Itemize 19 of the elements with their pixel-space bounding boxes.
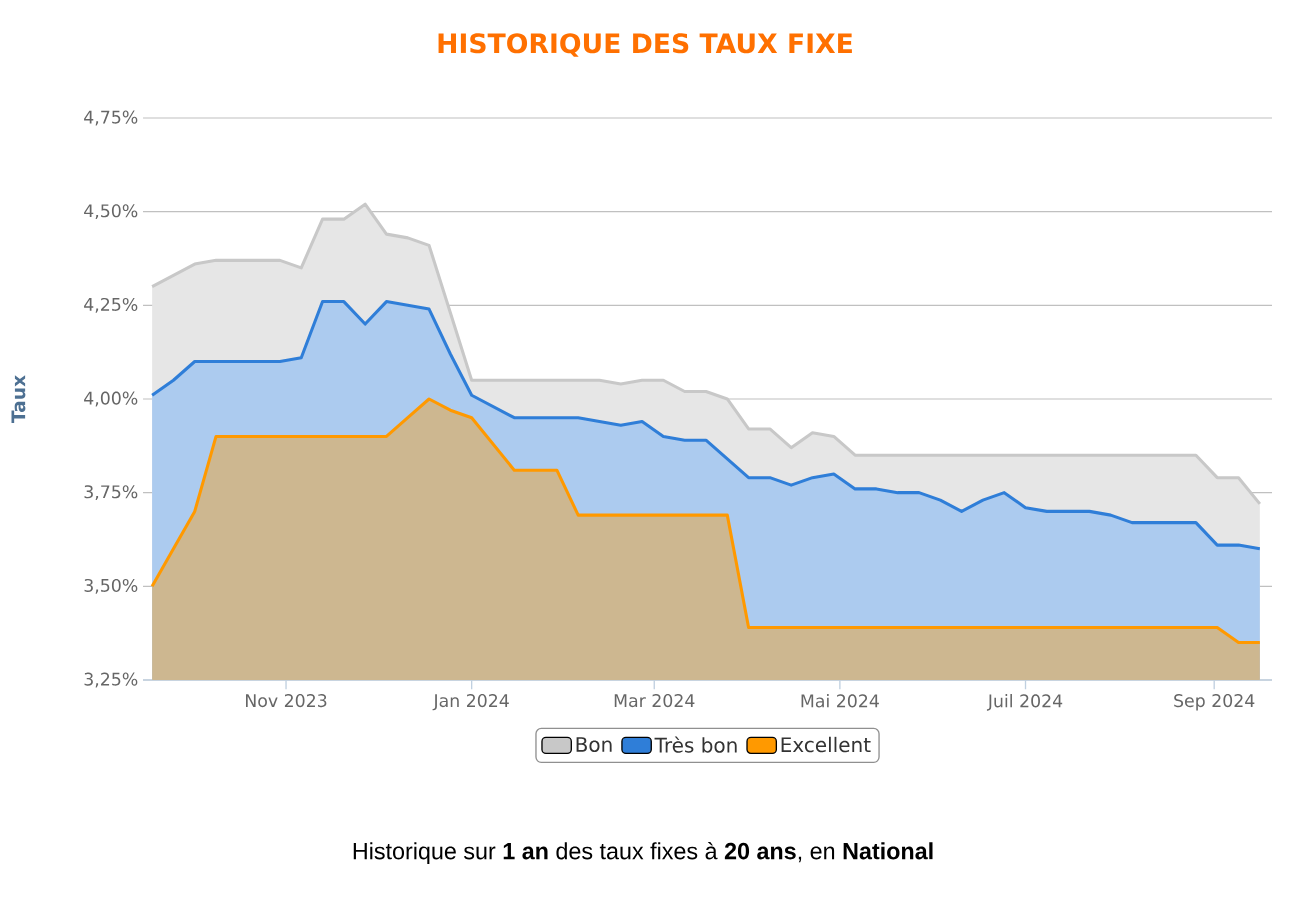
legend-label: Très bon (654, 736, 737, 753)
y-tick-label: 3,75% (84, 485, 138, 501)
x-tick-label: Sep 2024 (1174, 694, 1255, 711)
y-tick-label: 3,25% (84, 672, 138, 688)
text: Historique sur 1 an des taux fixes à 20 ans, en National (353, 841, 933, 865)
chart-title: HISTORIQUE DES TAUX FIXE (438, 33, 852, 57)
y-tick-label: 4,75% (84, 110, 138, 126)
legend-label: Bon (576, 737, 612, 753)
x-tick-label: Jan 2024 (432, 694, 509, 711)
y-tick-label: 4,00% (84, 391, 138, 407)
y-tick-label: 4,25% (84, 297, 138, 313)
x-tick-label: Juil 2024 (986, 694, 1063, 711)
x-tick-label: Mai 2024 (801, 694, 879, 708)
x-tick-label: Nov 2023 (246, 694, 327, 708)
y-tick-label: 4,50% (84, 204, 138, 220)
legend-label: Excellent (781, 736, 871, 753)
y-axis-title: Taux (11, 375, 26, 424)
y-tick-label: 3,50% (84, 578, 138, 594)
x-tick-label: Mar 2024 (614, 694, 695, 708)
